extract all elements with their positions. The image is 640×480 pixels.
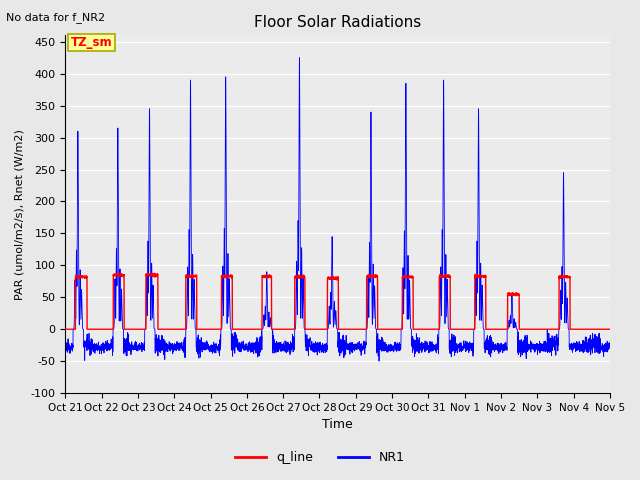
NR1 (317, 347, 325, 352)
NR1 (61, 345, 69, 350)
q_line (429, 326, 437, 332)
q_line (605, 326, 613, 332)
NR1 (375, 358, 383, 364)
NR1 (491, 343, 499, 348)
NR1 (460, 338, 468, 344)
Title: Floor Solar Radiations: Floor Solar Radiations (254, 15, 421, 30)
Y-axis label: PAR (umol/m2/s), Rnet (W/m2): PAR (umol/m2/s), Rnet (W/m2) (15, 129, 25, 300)
NR1 (606, 339, 614, 345)
q_line (606, 326, 614, 332)
q_line (317, 326, 325, 332)
Legend: q_line, NR1: q_line, NR1 (230, 446, 410, 469)
X-axis label: Time: Time (322, 419, 353, 432)
Line: NR1: NR1 (65, 58, 610, 361)
NR1 (296, 55, 303, 60)
Line: q_line: q_line (65, 273, 610, 329)
q_line (148, 270, 156, 276)
NR1 (430, 342, 438, 348)
q_line (159, 326, 167, 332)
q_line (491, 326, 499, 332)
q_line (460, 326, 467, 332)
NR1 (159, 346, 167, 351)
Text: TZ_sm: TZ_sm (71, 36, 113, 49)
NR1 (605, 341, 613, 347)
q_line (61, 326, 69, 332)
Text: No data for f_NR2: No data for f_NR2 (6, 12, 106, 23)
